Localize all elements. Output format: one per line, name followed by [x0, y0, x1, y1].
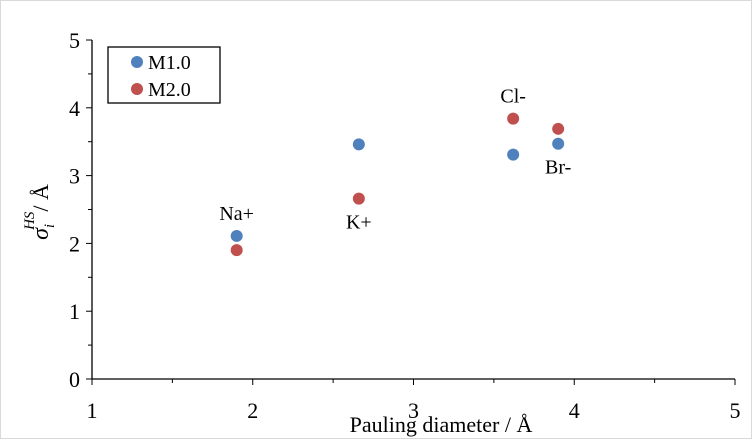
axes-group — [86, 39, 736, 385]
point-label: Br- — [545, 157, 571, 179]
x-tick-label: 1 — [87, 398, 98, 423]
data-point-m20 — [230, 244, 243, 257]
y-tick-label: 4 — [69, 96, 80, 121]
data-point-m10 — [552, 137, 565, 150]
point-label: K+ — [346, 212, 372, 234]
data-point-m10 — [230, 229, 243, 242]
x-tick-label: 4 — [569, 398, 580, 423]
legend-marker-m2 — [131, 83, 143, 95]
y-axis-title-unit: / Å — [28, 184, 53, 212]
data-point-m20 — [552, 122, 565, 135]
x-tick-label: 2 — [247, 398, 258, 423]
annotations-group: Na+ K+ Cl- Br- — [219, 86, 571, 234]
point-label: Cl- — [500, 86, 526, 108]
point-label: Na+ — [219, 203, 254, 225]
x-tick-label: 5 — [730, 398, 741, 423]
y-tick-label: 5 — [69, 28, 80, 53]
y-tick-label: 2 — [69, 231, 80, 256]
points-group — [230, 112, 565, 257]
data-point-m20 — [507, 112, 520, 125]
data-point-m20 — [352, 192, 365, 205]
x-tick-label: 3 — [408, 398, 419, 423]
y-axis-title-superscript: HS — [22, 211, 38, 231]
legend-box — [107, 46, 221, 104]
y-axis-title-symbol: σ — [28, 227, 54, 240]
legend-marker-m1 — [131, 56, 143, 68]
y-tick-label: 3 — [69, 164, 80, 189]
y-tick-label: 1 — [69, 299, 80, 324]
x-axis-title: Pauling diameter / Å — [350, 412, 533, 437]
data-point-m10 — [352, 138, 365, 151]
legend-label-m2: M2.0 — [148, 79, 191, 101]
y-axis-title-subscript: i — [42, 224, 58, 228]
y-axis-title: σi HS/ Å — [22, 184, 58, 240]
legend: M1.0 M2.0 — [107, 46, 221, 104]
legend-label-m1: M1.0 — [148, 52, 191, 74]
svg-text:σiHS/ Å: σi HS/ Å — [22, 184, 58, 240]
data-point-m10 — [507, 148, 520, 161]
y-tick-label: 0 — [69, 367, 80, 392]
